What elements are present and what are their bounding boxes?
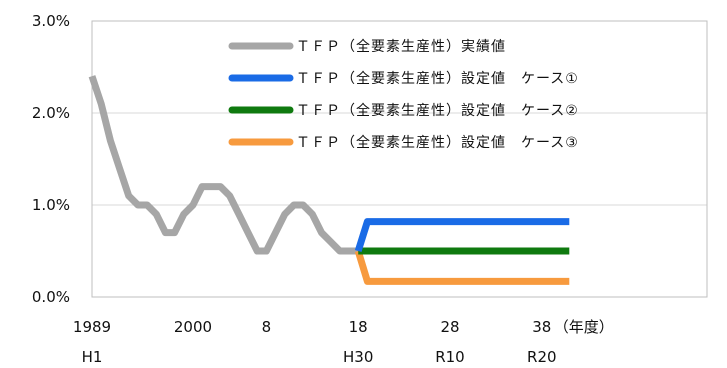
y-tick-label: 0.0% (32, 288, 70, 306)
series-line-2 (354, 218, 570, 253)
legend: ＴＦＰ（全要素生産性）実績値 ＴＦＰ（全要素生産性）設定値 ケース① ＴＦＰ（全要素… (228, 38, 579, 151)
legend-label-1: ＴＦＰ（全要素生産性）実績値 (296, 38, 506, 55)
plot-area-frame (91, 20, 708, 298)
y-tick-label: 1.0% (32, 196, 70, 214)
x-tick-label: 1989 (73, 318, 111, 336)
axes: 0.0% 1.0% 2.0% 3.0% 1989 2000 8 18 28 38 （年度） H1 H30… (32, 12, 614, 366)
x-era-label: H1 (82, 348, 103, 366)
x-era-label: H30 (343, 348, 373, 366)
x-tick-label: 28 (440, 318, 459, 336)
legend-label-4: ＴＦＰ（全要素生産性）設定値 ケース③ (296, 134, 579, 151)
gridlines (92, 112, 707, 206)
y-tick-label: 3.0% (32, 12, 70, 30)
legend-label-3: ＴＦＰ（全要素生産性）設定値 ケース② (296, 102, 579, 119)
x-tick-label: 18 (349, 318, 368, 336)
y-tick-label: 2.0% (32, 104, 70, 122)
x-axis-unit-label: （年度） (554, 318, 614, 336)
x-era-label: R20 (527, 348, 557, 366)
x-tick-label: 2000 (174, 318, 212, 336)
series-line-1 (88, 75, 359, 255)
x-tick-label: 8 (262, 318, 272, 336)
series-line-4 (354, 249, 570, 285)
legend-label-2: ＴＦＰ（全要素生産性）設定値 ケース① (296, 70, 579, 87)
x-era-label: R10 (435, 348, 465, 366)
x-tick-label: 38 (532, 318, 551, 336)
series-lines (88, 75, 570, 285)
